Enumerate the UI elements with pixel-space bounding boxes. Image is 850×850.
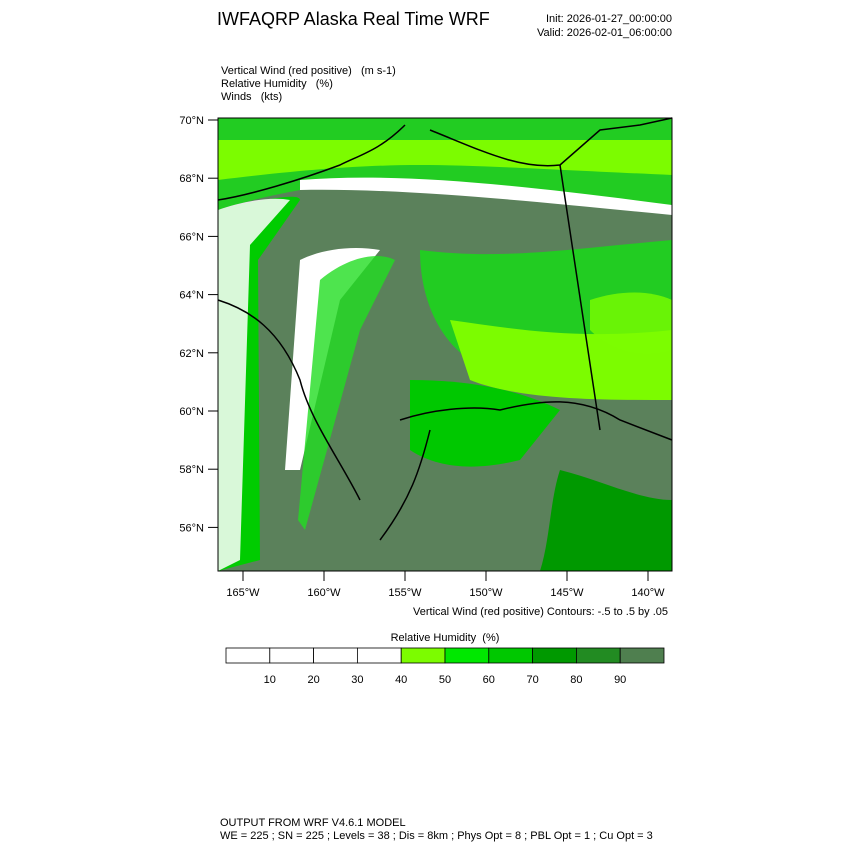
colorbar-tick-label: 50 — [439, 674, 451, 686]
map-frame — [217, 117, 673, 572]
colorbar-box — [313, 647, 358, 664]
colorbar-tick-label: 20 — [307, 674, 319, 686]
field-labels: Vertical Wind (red positive) (m s-1)Rela… — [221, 65, 396, 103]
humid-region — [590, 292, 672, 354]
map — [217, 117, 673, 572]
lon-label: 155°W — [388, 587, 422, 599]
lat-label: 62°N — [179, 348, 204, 360]
lon-label: 150°W — [469, 587, 503, 599]
colorbar-box — [532, 647, 577, 664]
lon-label: 160°W — [307, 587, 341, 599]
title: IWFAQRP Alaska Real Time WRF — [217, 9, 490, 29]
colorbar: 10 20 30 40 50 60 70 80 90 — [225, 647, 665, 686]
humid-region — [218, 140, 672, 180]
axes: 70°N 68°N 66°N 64°N 62°N 60°N 58°N 56°N 165°W 160… — [179, 115, 665, 599]
humid-region — [298, 256, 395, 530]
colorbar-box — [400, 647, 446, 664]
dry-band — [300, 177, 672, 215]
colorbar-box — [619, 647, 665, 664]
colorbar-tick-label: 90 — [614, 674, 626, 686]
lat-label: 66°N — [179, 231, 204, 243]
colorbar-tick-label: 60 — [483, 674, 495, 686]
colorbar-tick-label: 30 — [351, 674, 363, 686]
humid-region — [540, 470, 672, 571]
colorbar-tick-label: 70 — [526, 674, 538, 686]
lat-label: 56°N — [179, 522, 204, 534]
init-time: Init: 2026-01-27_00:00:00 — [546, 13, 672, 25]
colorbar-box — [356, 647, 402, 664]
lon-label: 140°W — [631, 587, 665, 599]
colorbar-tick-label: 10 — [264, 674, 276, 686]
colorbar-box — [576, 647, 621, 664]
contour-note: Vertical Wind (red positive) Contours: -… — [413, 606, 668, 618]
lon-label: 165°W — [226, 587, 260, 599]
colorbar-tick-label: 40 — [395, 674, 407, 686]
footer-line: WE = 225 ; SN = 225 ; Levels = 38 ; Dis … — [220, 830, 653, 842]
lat-label: 58°N — [179, 464, 204, 476]
humid-region — [410, 380, 560, 467]
colorbar-box — [444, 647, 490, 664]
valid-time: Valid: 2026-02-01_06:00:00 — [537, 27, 672, 39]
lat-label: 70°N — [179, 115, 204, 127]
colorbar-box — [225, 647, 271, 664]
colorbar-tick-label: 80 — [570, 674, 582, 686]
colorbar-box — [488, 647, 533, 664]
colorbar-title: Relative Humidity (%) — [391, 632, 500, 644]
colorbar-box — [269, 647, 314, 664]
coastline — [217, 117, 673, 541]
field-label: Winds (kts) — [221, 91, 282, 103]
lat-label: 68°N — [179, 173, 204, 185]
lon-label: 145°W — [550, 587, 584, 599]
field-label: Vertical Wind (red positive) (m s-1) — [221, 65, 396, 77]
lat-label: 60°N — [179, 406, 204, 418]
field-label: Relative Humidity (%) — [221, 78, 333, 90]
dry-band — [218, 198, 290, 571]
lat-label: 64°N — [179, 290, 204, 302]
footer-line: OUTPUT FROM WRF V4.6.1 MODEL — [220, 817, 406, 829]
